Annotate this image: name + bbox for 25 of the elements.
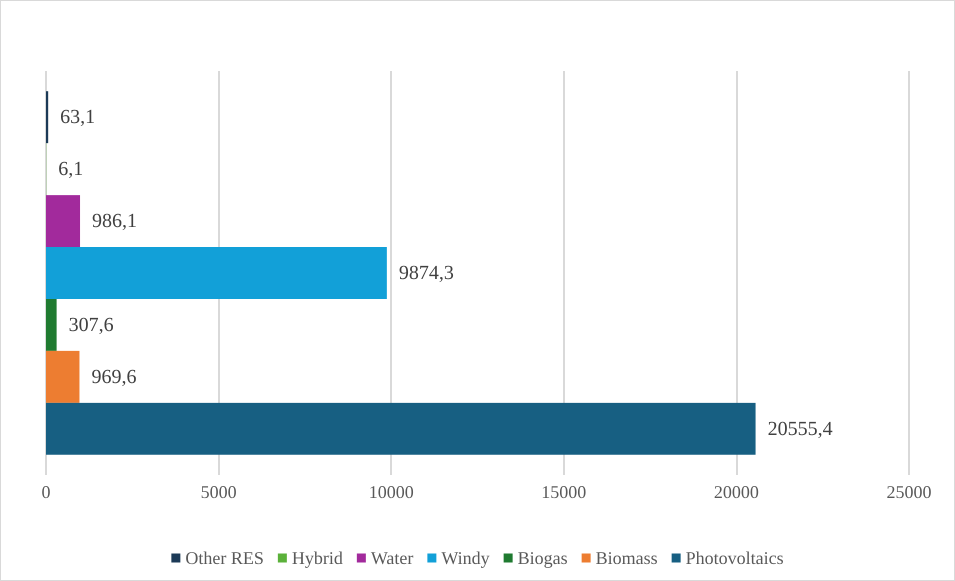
x-tick-label: 5000 (200, 482, 237, 502)
x-tick-label: 15000 (541, 482, 586, 502)
legend-label: Water (370, 548, 414, 568)
data-label: 20555,4 (768, 418, 833, 440)
legend-label: Other RES (185, 548, 264, 568)
data-label: 307,6 (68, 314, 114, 336)
legend-label: Photovoltaics (686, 548, 784, 568)
legend-label: Biogas (518, 548, 568, 568)
legend-label: Biomass (596, 548, 658, 568)
x-tick-label: 20000 (714, 482, 759, 502)
bar (46, 350, 80, 403)
bar (46, 247, 387, 299)
data-label: 986,1 (92, 210, 138, 232)
data-label: 63,1 (60, 106, 96, 128)
bar (46, 402, 756, 455)
x-tick-label: 0 (42, 482, 50, 502)
data-label: 969,6 (91, 366, 136, 388)
x-tick-label: 10000 (368, 482, 414, 502)
x-tick-label: 25000 (886, 482, 932, 502)
data-label: 9874,3 (398, 262, 454, 284)
legend-label: Hybrid (292, 548, 343, 568)
bar (46, 298, 57, 351)
data-label: 6,1 (58, 158, 84, 180)
bar (46, 195, 80, 248)
legend-label: Windy (441, 548, 490, 568)
